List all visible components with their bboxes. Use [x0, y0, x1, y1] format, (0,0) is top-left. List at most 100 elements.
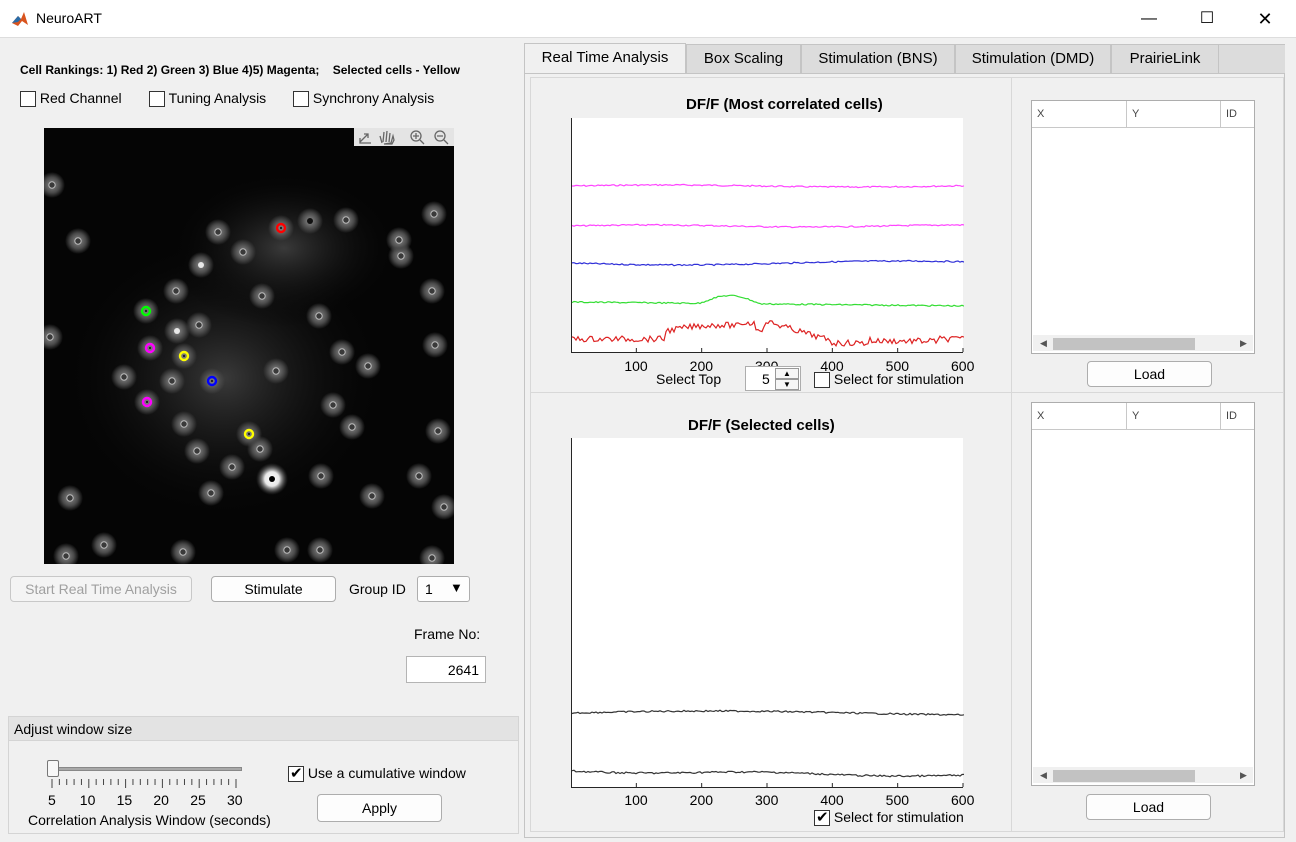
- apply-button[interactable]: Apply: [317, 794, 442, 822]
- scroll-right-icon[interactable]: ▶: [1240, 338, 1247, 348]
- cell[interactable]: [329, 339, 355, 365]
- red-channel-checkbox[interactable]: Red Channel: [20, 90, 122, 108]
- cell[interactable]: [53, 543, 79, 564]
- group-id-dropdown[interactable]: 1 ▼: [417, 576, 470, 602]
- scroll-left-icon[interactable]: ◀: [1040, 338, 1047, 348]
- checkbox-box[interactable]: [814, 372, 830, 389]
- cell[interactable]: [170, 539, 196, 564]
- window-slider-track[interactable]: [52, 767, 242, 771]
- cell[interactable]: [65, 228, 91, 254]
- column-header-y[interactable]: Y: [1127, 101, 1221, 128]
- cell[interactable]: [268, 215, 294, 241]
- tab-prairielink[interactable]: PrairieLink: [1111, 44, 1219, 73]
- cell[interactable]: [91, 532, 117, 558]
- cell[interactable]: [249, 283, 275, 309]
- minimize-button[interactable]: —: [1141, 10, 1157, 27]
- cell[interactable]: [44, 324, 63, 350]
- cell[interactable]: [57, 485, 83, 511]
- cell[interactable]: [339, 414, 365, 440]
- checkbox-box[interactable]: [149, 91, 165, 108]
- cell[interactable]: [307, 537, 333, 563]
- cell[interactable]: [164, 318, 190, 344]
- bottom-select-stim-checkbox[interactable]: Select for stimulation: [814, 808, 964, 827]
- stimulate-button[interactable]: Stimulate: [211, 576, 336, 602]
- cell[interactable]: [419, 545, 445, 564]
- cell[interactable]: [256, 463, 288, 495]
- scroll-right-icon[interactable]: ▶: [1240, 770, 1247, 780]
- checkbox-box[interactable]: [814, 808, 830, 827]
- cell[interactable]: [333, 207, 359, 233]
- cell[interactable]: [386, 227, 412, 253]
- cell[interactable]: [111, 364, 137, 390]
- scrollbar-thumb[interactable]: [1053, 338, 1195, 350]
- cell[interactable]: [163, 278, 189, 304]
- start-real-time-analysis-button[interactable]: Start Real Time Analysis: [10, 576, 192, 602]
- cell[interactable]: [230, 239, 256, 265]
- cell[interactable]: [137, 335, 163, 361]
- cell[interactable]: [171, 343, 197, 369]
- close-button[interactable]: ✕: [1257, 9, 1273, 29]
- bottom-load-button[interactable]: Load: [1086, 794, 1211, 820]
- checkbox-box[interactable]: [293, 91, 309, 108]
- column-header-x[interactable]: X: [1032, 101, 1127, 128]
- top-plot-axes[interactable]: [570, 117, 964, 355]
- cell[interactable]: [199, 368, 225, 394]
- cell[interactable]: [188, 252, 214, 278]
- tab-box-scaling[interactable]: Box Scaling: [686, 44, 801, 73]
- column-header-x[interactable]: X: [1032, 403, 1127, 430]
- cumulative-window-checkbox[interactable]: Use a cumulative window: [288, 764, 466, 783]
- horizontal-scrollbar[interactable]: ◀ ▶: [1033, 335, 1253, 351]
- top-load-button[interactable]: Load: [1087, 361, 1212, 387]
- cell[interactable]: [186, 312, 212, 338]
- bottom-coordinates-table[interactable]: X Y ID ◀ ▶: [1031, 402, 1255, 786]
- cell[interactable]: [184, 438, 210, 464]
- spinner-down-icon[interactable]: ▼: [775, 379, 799, 390]
- select-top-spinner[interactable]: 5 ▲ ▼: [745, 366, 801, 391]
- cell[interactable]: [306, 303, 332, 329]
- column-header-id[interactable]: ID: [1221, 403, 1254, 430]
- cell[interactable]: [320, 392, 346, 418]
- pan-hand-icon[interactable]: [379, 130, 395, 145]
- synchrony-analysis-checkbox[interactable]: Synchrony Analysis: [293, 90, 434, 108]
- cell[interactable]: [425, 418, 451, 444]
- checkbox-box[interactable]: [288, 764, 304, 783]
- cell[interactable]: [263, 358, 289, 384]
- top-coordinates-table[interactable]: X Y ID ◀ ▶: [1031, 100, 1255, 354]
- cell[interactable]: [134, 389, 160, 415]
- spinner-up-icon[interactable]: ▲: [775, 368, 799, 379]
- scroll-left-icon[interactable]: ◀: [1040, 770, 1047, 780]
- cell[interactable]: [219, 454, 245, 480]
- cell[interactable]: [355, 353, 381, 379]
- tab-stimulation-bns[interactable]: Stimulation (BNS): [801, 44, 955, 73]
- tab-real-time-analysis[interactable]: Real Time Analysis: [524, 43, 686, 74]
- cell[interactable]: [198, 480, 224, 506]
- cell[interactable]: [359, 483, 385, 509]
- cell[interactable]: [171, 411, 197, 437]
- cell[interactable]: [406, 463, 432, 489]
- cell[interactable]: [205, 219, 231, 245]
- cell[interactable]: [44, 172, 65, 198]
- cell[interactable]: [308, 463, 334, 489]
- cell-image[interactable]: [44, 128, 454, 564]
- top-select-stim-checkbox[interactable]: Select for stimulation: [814, 371, 964, 389]
- horizontal-scrollbar[interactable]: ◀ ▶: [1033, 767, 1253, 783]
- zoom-out-icon[interactable]: [434, 130, 449, 145]
- cell[interactable]: [274, 537, 300, 563]
- window-slider-thumb[interactable]: [47, 760, 59, 777]
- bottom-plot-axes[interactable]: [570, 437, 964, 790]
- cell[interactable]: [133, 298, 159, 324]
- column-header-y[interactable]: Y: [1127, 403, 1221, 430]
- column-header-id[interactable]: ID: [1221, 101, 1254, 128]
- scrollbar-thumb[interactable]: [1053, 770, 1195, 782]
- cell[interactable]: [159, 368, 185, 394]
- cell[interactable]: [297, 208, 323, 234]
- cell[interactable]: [431, 494, 454, 520]
- checkbox-box[interactable]: [20, 91, 36, 108]
- cell[interactable]: [422, 332, 448, 358]
- tuning-analysis-checkbox[interactable]: Tuning Analysis: [149, 90, 266, 108]
- cell[interactable]: [421, 201, 447, 227]
- export-icon[interactable]: [359, 133, 371, 144]
- maximize-button[interactable]: ☐: [1199, 10, 1215, 27]
- tab-stimulation-dmd[interactable]: Stimulation (DMD): [955, 44, 1111, 73]
- frame-no-field[interactable]: 2641: [406, 656, 486, 683]
